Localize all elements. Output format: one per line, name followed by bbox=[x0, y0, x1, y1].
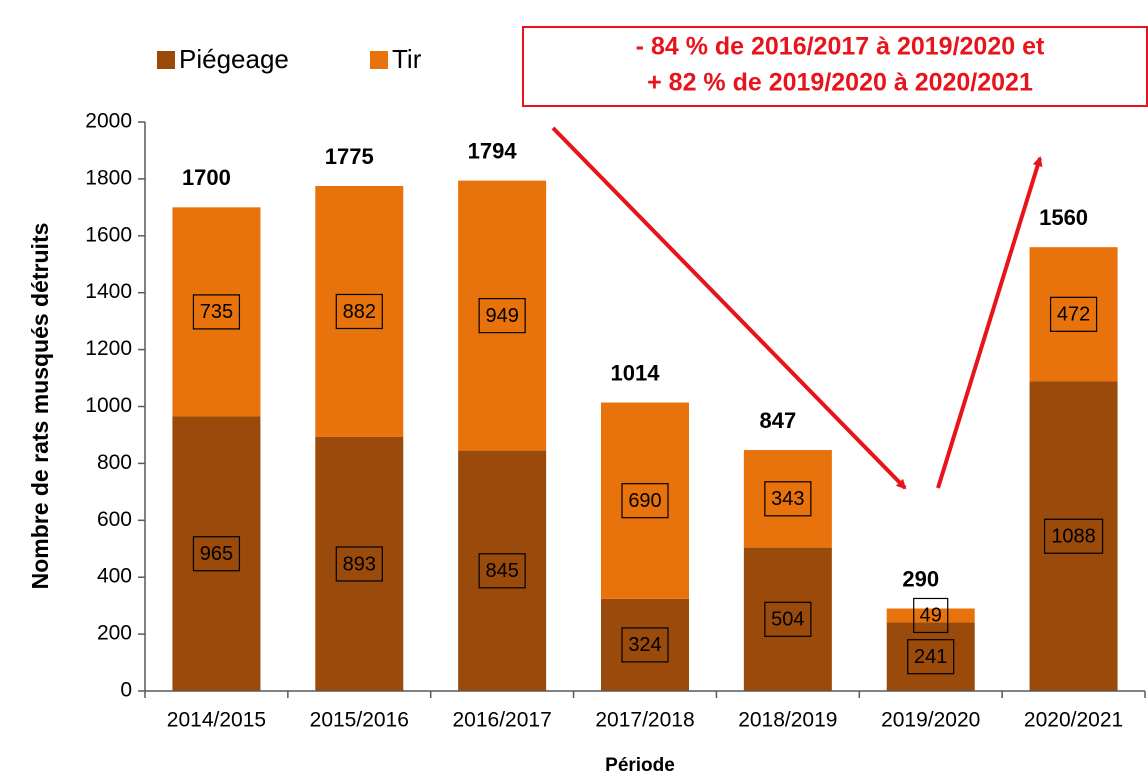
y-tick-label: 800 bbox=[97, 451, 132, 474]
value-label-box bbox=[192, 294, 241, 330]
total-label: 1700 bbox=[182, 165, 231, 190]
value-label-box bbox=[907, 639, 955, 675]
bar-segment bbox=[743, 547, 832, 691]
bar-segment bbox=[458, 180, 547, 451]
value-label: 343 bbox=[771, 488, 804, 510]
value-label: 882 bbox=[343, 301, 376, 323]
value-label: 735 bbox=[200, 301, 233, 323]
y-tick-label: 1400 bbox=[85, 280, 132, 303]
value-label: 49 bbox=[920, 605, 942, 627]
bar-segment bbox=[172, 207, 261, 417]
total-label: 1014 bbox=[611, 360, 661, 385]
legend-label: Piégeage bbox=[179, 44, 289, 74]
y-axis-title: Nombre de rats musqués détruits bbox=[27, 223, 53, 590]
total-label: 1560 bbox=[1039, 205, 1088, 230]
bar-segment bbox=[458, 450, 547, 691]
total-label: 1775 bbox=[325, 144, 374, 169]
y-tick-label: 1600 bbox=[85, 223, 132, 246]
total-label: 290 bbox=[902, 566, 939, 591]
y-tick-label: 1200 bbox=[85, 337, 132, 360]
bar-segment bbox=[743, 450, 832, 548]
x-tick-label: 2019/2020 bbox=[881, 709, 980, 732]
value-label-box bbox=[335, 293, 383, 330]
y-tick-label: 200 bbox=[97, 622, 132, 645]
value-label-box bbox=[621, 483, 669, 519]
bar-segment bbox=[172, 416, 261, 691]
value-label-box bbox=[335, 546, 383, 582]
annotation: - 84 % de 2016/2017 à 2019/2020 et bbox=[636, 33, 1045, 61]
value-label-box bbox=[1049, 296, 1098, 332]
annotation: + 82 % de 2019/2020 à 2020/2021 bbox=[647, 69, 1033, 97]
value-label-box bbox=[913, 597, 949, 634]
y-tick-label: 400 bbox=[97, 565, 132, 588]
value-label-box bbox=[621, 627, 669, 663]
legend-swatch bbox=[370, 51, 388, 69]
annotation-box bbox=[522, 26, 1148, 107]
bar-segment bbox=[886, 622, 975, 691]
x-tick-label: 2015/2016 bbox=[310, 709, 409, 732]
y-tick-label: 0 bbox=[120, 679, 132, 702]
value-label: 845 bbox=[485, 560, 518, 582]
value-label: 504 bbox=[771, 609, 804, 631]
value-label: 949 bbox=[485, 305, 518, 327]
x-tick-label: 2020/2021 bbox=[1024, 709, 1123, 732]
bar-segment bbox=[886, 608, 975, 623]
value-label: 893 bbox=[343, 553, 376, 575]
y-tick-label: 1800 bbox=[85, 166, 132, 189]
value-label-box bbox=[478, 298, 526, 334]
legend-label: Tir bbox=[392, 44, 422, 74]
value-label: 324 bbox=[628, 634, 661, 656]
value-label-box bbox=[764, 601, 812, 637]
total-label: 847 bbox=[759, 408, 796, 433]
x-tick-label: 2014/2015 bbox=[167, 709, 266, 732]
value-label-box bbox=[478, 553, 526, 589]
bar-segment bbox=[315, 436, 404, 691]
y-tick-label: 1000 bbox=[85, 394, 132, 417]
value-label: 472 bbox=[1057, 304, 1090, 326]
x-tick-label: 2018/2019 bbox=[738, 709, 837, 732]
x-axis-title: Période bbox=[605, 755, 675, 776]
x-tick-label: 2016/2017 bbox=[453, 709, 552, 732]
value-label: 241 bbox=[914, 646, 947, 668]
bar-segment bbox=[315, 186, 404, 437]
value-label: 1088 bbox=[1051, 526, 1096, 548]
y-tick-label: 600 bbox=[97, 508, 132, 531]
y-tick-label: 2000 bbox=[85, 110, 132, 133]
value-label-box bbox=[192, 536, 241, 572]
value-label: 690 bbox=[628, 490, 661, 512]
arrow bbox=[551, 126, 907, 490]
bar-segment bbox=[601, 598, 689, 691]
bar-segment bbox=[1029, 247, 1118, 382]
arrow bbox=[936, 156, 1043, 489]
x-tick-label: 2017/2018 bbox=[595, 709, 694, 732]
legend-swatch bbox=[157, 51, 175, 69]
bar-segment bbox=[601, 402, 689, 599]
total-label: 1794 bbox=[468, 138, 518, 163]
value-label-box bbox=[1043, 518, 1104, 554]
value-label: 965 bbox=[200, 543, 233, 565]
value-label-box bbox=[764, 481, 812, 517]
